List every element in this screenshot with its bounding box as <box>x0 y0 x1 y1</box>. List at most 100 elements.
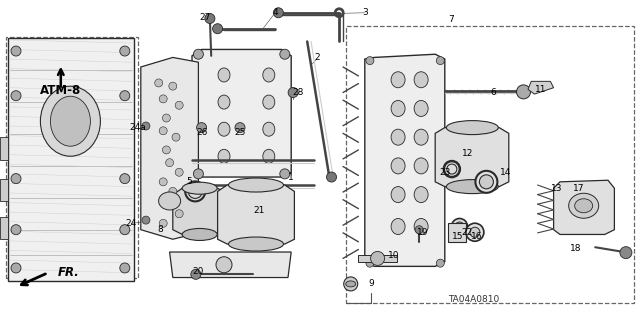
Circle shape <box>166 159 173 167</box>
Text: 23: 23 <box>439 168 451 177</box>
Ellipse shape <box>263 68 275 82</box>
Polygon shape <box>218 185 294 244</box>
Text: 3: 3 <box>362 8 367 17</box>
Circle shape <box>235 122 245 133</box>
Circle shape <box>436 56 444 65</box>
Polygon shape <box>0 137 8 160</box>
Ellipse shape <box>414 129 428 145</box>
Circle shape <box>205 13 215 24</box>
Polygon shape <box>170 252 291 278</box>
Text: 22: 22 <box>461 228 473 237</box>
Circle shape <box>280 49 290 59</box>
Ellipse shape <box>466 223 484 241</box>
Circle shape <box>212 24 223 34</box>
Circle shape <box>193 169 204 179</box>
Ellipse shape <box>263 95 275 109</box>
Ellipse shape <box>446 121 499 135</box>
Circle shape <box>175 101 183 109</box>
Circle shape <box>159 95 167 103</box>
Polygon shape <box>358 255 397 262</box>
Text: 13: 13 <box>551 184 563 193</box>
Ellipse shape <box>263 122 275 136</box>
Ellipse shape <box>414 187 428 203</box>
Text: 25: 25 <box>234 128 246 137</box>
Text: 21: 21 <box>253 206 265 215</box>
Circle shape <box>11 225 21 235</box>
Ellipse shape <box>228 178 284 192</box>
Ellipse shape <box>391 129 405 145</box>
Circle shape <box>436 259 444 267</box>
Text: 15: 15 <box>452 232 463 241</box>
Circle shape <box>159 127 167 135</box>
Polygon shape <box>8 38 134 281</box>
Circle shape <box>172 133 180 141</box>
Ellipse shape <box>228 237 284 251</box>
Text: 12: 12 <box>461 149 473 158</box>
Ellipse shape <box>479 175 493 189</box>
Circle shape <box>175 210 183 218</box>
Circle shape <box>288 87 298 98</box>
Text: TA04A0810: TA04A0810 <box>448 295 499 304</box>
Circle shape <box>159 219 167 227</box>
Ellipse shape <box>40 86 100 156</box>
Text: 7: 7 <box>449 15 454 24</box>
Text: 6: 6 <box>490 88 495 97</box>
Circle shape <box>366 56 374 65</box>
Circle shape <box>142 216 150 224</box>
Circle shape <box>163 114 170 122</box>
Text: 28: 28 <box>292 88 303 97</box>
Ellipse shape <box>446 180 499 194</box>
Ellipse shape <box>569 193 598 218</box>
Ellipse shape <box>391 100 405 116</box>
Ellipse shape <box>218 95 230 109</box>
Circle shape <box>120 91 130 101</box>
Ellipse shape <box>263 149 275 163</box>
Circle shape <box>415 226 423 234</box>
Text: 8: 8 <box>157 225 163 234</box>
Ellipse shape <box>414 100 428 116</box>
Text: ATM-8: ATM-8 <box>40 85 81 97</box>
Ellipse shape <box>447 164 457 174</box>
Circle shape <box>163 200 170 208</box>
Circle shape <box>120 263 130 273</box>
Polygon shape <box>192 49 291 177</box>
Text: 24: 24 <box>125 219 137 228</box>
Circle shape <box>142 122 150 130</box>
Circle shape <box>216 257 232 273</box>
Polygon shape <box>173 188 227 234</box>
Ellipse shape <box>182 182 217 194</box>
Circle shape <box>193 49 204 59</box>
Bar <box>346 26 634 303</box>
Polygon shape <box>448 223 466 242</box>
Ellipse shape <box>414 72 428 88</box>
Text: 10: 10 <box>388 251 399 260</box>
Circle shape <box>169 187 177 196</box>
Ellipse shape <box>51 96 90 146</box>
Text: 9: 9 <box>369 279 374 288</box>
Ellipse shape <box>159 192 180 210</box>
Circle shape <box>191 269 201 279</box>
Ellipse shape <box>414 219 428 234</box>
Text: 14: 14 <box>500 168 511 177</box>
Ellipse shape <box>218 68 230 82</box>
Circle shape <box>120 46 130 56</box>
Circle shape <box>273 8 284 18</box>
Circle shape <box>344 277 358 291</box>
Ellipse shape <box>218 149 230 163</box>
Circle shape <box>280 169 290 179</box>
Ellipse shape <box>188 184 202 198</box>
Ellipse shape <box>470 227 480 237</box>
Text: 27: 27 <box>199 13 211 22</box>
Ellipse shape <box>452 219 467 234</box>
Circle shape <box>371 251 385 265</box>
Text: 19: 19 <box>417 228 428 237</box>
Circle shape <box>196 122 207 133</box>
Text: 4: 4 <box>273 8 278 17</box>
Circle shape <box>516 85 531 99</box>
Ellipse shape <box>391 158 405 174</box>
Text: 16: 16 <box>471 232 483 241</box>
Circle shape <box>120 225 130 235</box>
Circle shape <box>11 46 21 56</box>
Polygon shape <box>0 217 8 239</box>
Text: 1: 1 <box>289 173 294 182</box>
